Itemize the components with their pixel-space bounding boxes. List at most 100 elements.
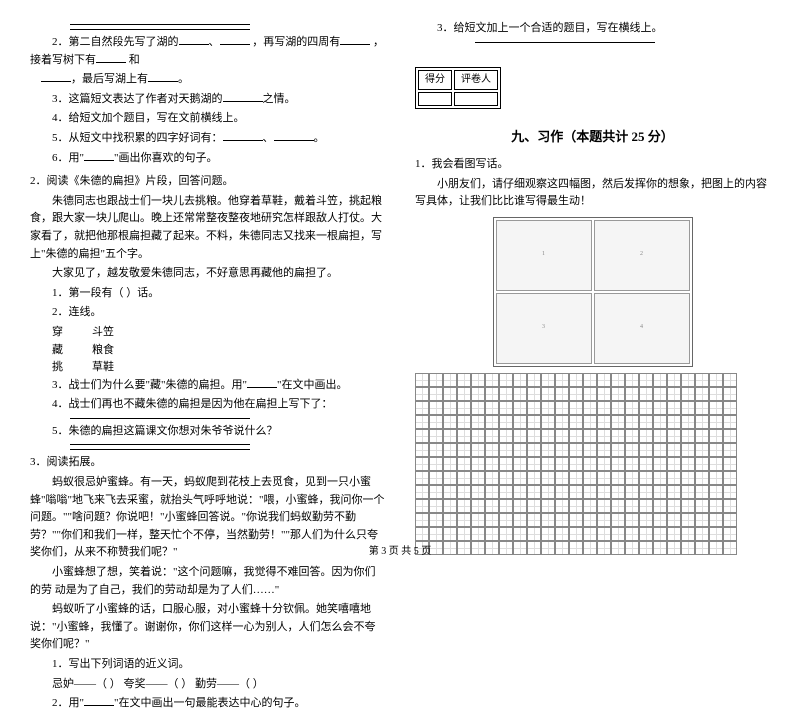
grid-cell (709, 443, 723, 457)
grid-cell (555, 513, 569, 527)
grid-cell (653, 373, 667, 387)
grid-cell (443, 457, 457, 471)
grid-cell (485, 387, 499, 401)
grid-cell (625, 527, 639, 541)
grid-cell (569, 415, 583, 429)
grid-cell (709, 429, 723, 443)
grid-cell (681, 443, 695, 457)
grid-cell (513, 485, 527, 499)
grid-cell (695, 499, 709, 513)
grid-cell (681, 373, 695, 387)
grid-cell (513, 527, 527, 541)
grid-cell (723, 471, 737, 485)
grid-cell (695, 527, 709, 541)
grid-cell (597, 485, 611, 499)
grid-cell (639, 499, 653, 513)
grid-cell (541, 443, 555, 457)
grid-cell (695, 471, 709, 485)
grid-cell (625, 415, 639, 429)
q-item: 4．战士们再也不藏朱德的扁担是因为他在扁担上写下了： (30, 396, 385, 414)
grid-cell (415, 373, 429, 387)
grid-cell (569, 457, 583, 471)
grid-cell (723, 457, 737, 471)
grid-cell (485, 499, 499, 513)
grid-cell (555, 373, 569, 387)
grid-cell (471, 485, 485, 499)
grid-cell (723, 429, 737, 443)
grid-cell (555, 387, 569, 401)
grid-cell (471, 429, 485, 443)
grid-cell (527, 373, 541, 387)
grid-cell (457, 373, 471, 387)
grid-cell (471, 513, 485, 527)
grid-cell (499, 373, 513, 387)
grid-cell (555, 471, 569, 485)
grid-cell (513, 373, 527, 387)
grid-cell (457, 387, 471, 401)
q-item: 5．从短文中找积累的四字好词有：、。 (30, 130, 385, 148)
grid-cell (499, 457, 513, 471)
grid-cell (639, 527, 653, 541)
grid-cell (709, 485, 723, 499)
grid-cell (625, 443, 639, 457)
grid-cell (513, 387, 527, 401)
grid-cell (443, 415, 457, 429)
grid-cell (597, 527, 611, 541)
grid-cell (415, 415, 429, 429)
grid-cell (569, 443, 583, 457)
grid-cell (415, 471, 429, 485)
grid-cell (653, 499, 667, 513)
grid-cell (653, 401, 667, 415)
grid-cell (513, 429, 527, 443)
grid-cell (485, 485, 499, 499)
grid-cell (625, 457, 639, 471)
grid-cell (709, 457, 723, 471)
grid-cell (569, 373, 583, 387)
grid-cell (653, 457, 667, 471)
grid-cell (597, 415, 611, 429)
grid-cell (443, 485, 457, 499)
grid-cell (555, 499, 569, 513)
grid-cell (415, 457, 429, 471)
grid-cell (485, 429, 499, 443)
grid-cell (583, 415, 597, 429)
grid-cell (639, 443, 653, 457)
grid-cell (667, 401, 681, 415)
grid-cell (527, 429, 541, 443)
grid-cell (639, 387, 653, 401)
grid-cell (415, 387, 429, 401)
grid-cell (513, 401, 527, 415)
grid-cell (625, 429, 639, 443)
grid-cell (457, 471, 471, 485)
grid-cell (653, 429, 667, 443)
grid-cell (695, 373, 709, 387)
grid-cell (597, 429, 611, 443)
section-title: 3．阅读拓展。 (30, 454, 385, 472)
grid-cell (723, 401, 737, 415)
grid-cell (709, 415, 723, 429)
grid-cell (709, 527, 723, 541)
grid-cell (709, 499, 723, 513)
match-row: 藏粮食 (30, 342, 385, 360)
grid-cell (723, 513, 737, 527)
grid-cell (457, 527, 471, 541)
grid-cell (527, 387, 541, 401)
grid-cell (541, 471, 555, 485)
grid-cell (429, 485, 443, 499)
grid-cell (597, 387, 611, 401)
grid-cell (667, 527, 681, 541)
blank-line (70, 444, 250, 445)
grid-cell (653, 527, 667, 541)
q-item: 忌妒——（ ） 夸奖——（ ） 勤劳——（ ） (30, 676, 385, 694)
grid-cell (695, 415, 709, 429)
grid-cell (513, 499, 527, 513)
grid-cell (457, 443, 471, 457)
grid-cell (443, 373, 457, 387)
grid-cell (457, 513, 471, 527)
grid-cell (681, 429, 695, 443)
grid-cell (513, 471, 527, 485)
grid-cell (625, 513, 639, 527)
grid-cell (471, 457, 485, 471)
grid-cell (583, 527, 597, 541)
grid-cell (443, 527, 457, 541)
